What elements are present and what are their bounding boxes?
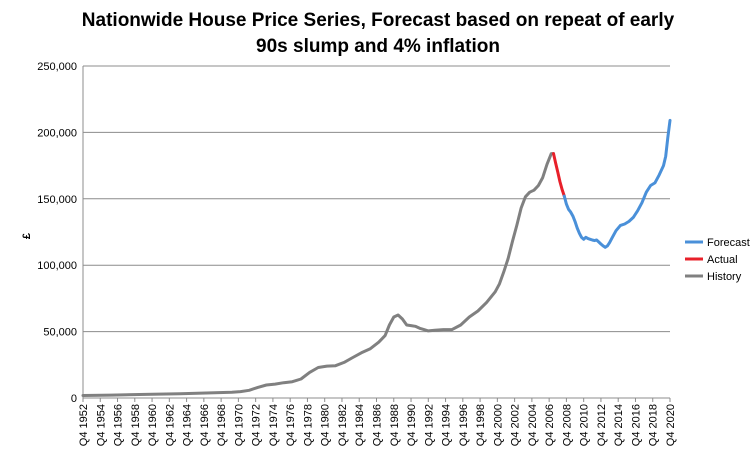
x-tick-label: Q4 1978 (302, 404, 314, 446)
x-tick-label: Q4 2006 (544, 404, 556, 446)
x-tick-label: Q4 1988 (389, 404, 401, 446)
x-tick-label: Q4 1962 (164, 404, 176, 446)
series-line-forecast (562, 118, 672, 249)
legend-label-history: History (707, 271, 742, 283)
x-tick-label: Q4 2004 (527, 404, 539, 446)
x-tick-label: Q4 2016 (630, 404, 642, 446)
x-tick-label: Q4 1954 (95, 404, 107, 446)
x-tick-label: Q4 1956 (113, 404, 125, 446)
x-tick-label: Q4 1958 (130, 404, 142, 446)
x-tick-label: Q4 1990 (406, 404, 418, 446)
x-tick-label: Q4 1982 (337, 404, 349, 446)
y-tick-label: 50,000 (43, 327, 77, 339)
x-tick-label: Q4 2018 (648, 404, 660, 446)
y-tick-label: 250,000 (37, 61, 77, 73)
x-tick-label: Q4 1952 (78, 404, 90, 446)
x-tick-label: Q4 1980 (320, 404, 332, 446)
y-tick-label: 150,000 (37, 194, 77, 206)
x-tick-label: Q4 1996 (458, 404, 470, 446)
series-line-history (81, 152, 555, 397)
legend-label-actual: Actual (707, 254, 738, 266)
x-tick-label: Q4 1972 (251, 404, 263, 446)
chart-title-line-1: Nationwide House Price Series, Forecast … (81, 10, 675, 31)
y-tick-label: 100,000 (37, 260, 77, 272)
x-tick-label: Q4 1966 (199, 404, 211, 446)
series-line-actual (552, 152, 566, 198)
x-tick-label: Q4 2000 (492, 404, 504, 446)
x-tick-label: Q4 1992 (423, 404, 435, 446)
x-tick-label: Q4 1986 (372, 404, 384, 446)
x-tick-label: Q4 1968 (216, 404, 228, 446)
x-tick-label: Q4 2012 (596, 404, 608, 446)
x-tick-label: Q4 1994 (441, 404, 453, 446)
y-tick-label: 0 (71, 393, 77, 405)
y-tick-label: 200,000 (37, 127, 77, 139)
legend-label-forecast: Forecast (707, 237, 750, 249)
chart-title: Nationwide House Price Series, Forecast … (0, 8, 756, 60)
x-tick-label: Q4 2014 (613, 404, 625, 446)
x-tick-label: Q4 2010 (579, 404, 591, 446)
x-tick-label: Q4 1960 (147, 404, 159, 446)
x-tick-label: Q4 2008 (561, 404, 573, 446)
x-tick-label: Q4 1976 (285, 404, 297, 446)
y-axis-label: £ (21, 233, 33, 239)
x-tick-label: Q4 1974 (268, 404, 280, 446)
x-tick-label: Q4 1998 (475, 404, 487, 446)
x-tick-label: Q4 2020 (665, 404, 677, 446)
x-tick-label: Q4 2002 (510, 404, 522, 446)
chart-title-line-2: 90s slump and 4% inflation (256, 36, 500, 57)
x-tick-label: Q4 1964 (182, 404, 194, 446)
x-tick-label: Q4 1984 (354, 404, 366, 446)
x-tick-label: Q4 1970 (233, 404, 245, 446)
